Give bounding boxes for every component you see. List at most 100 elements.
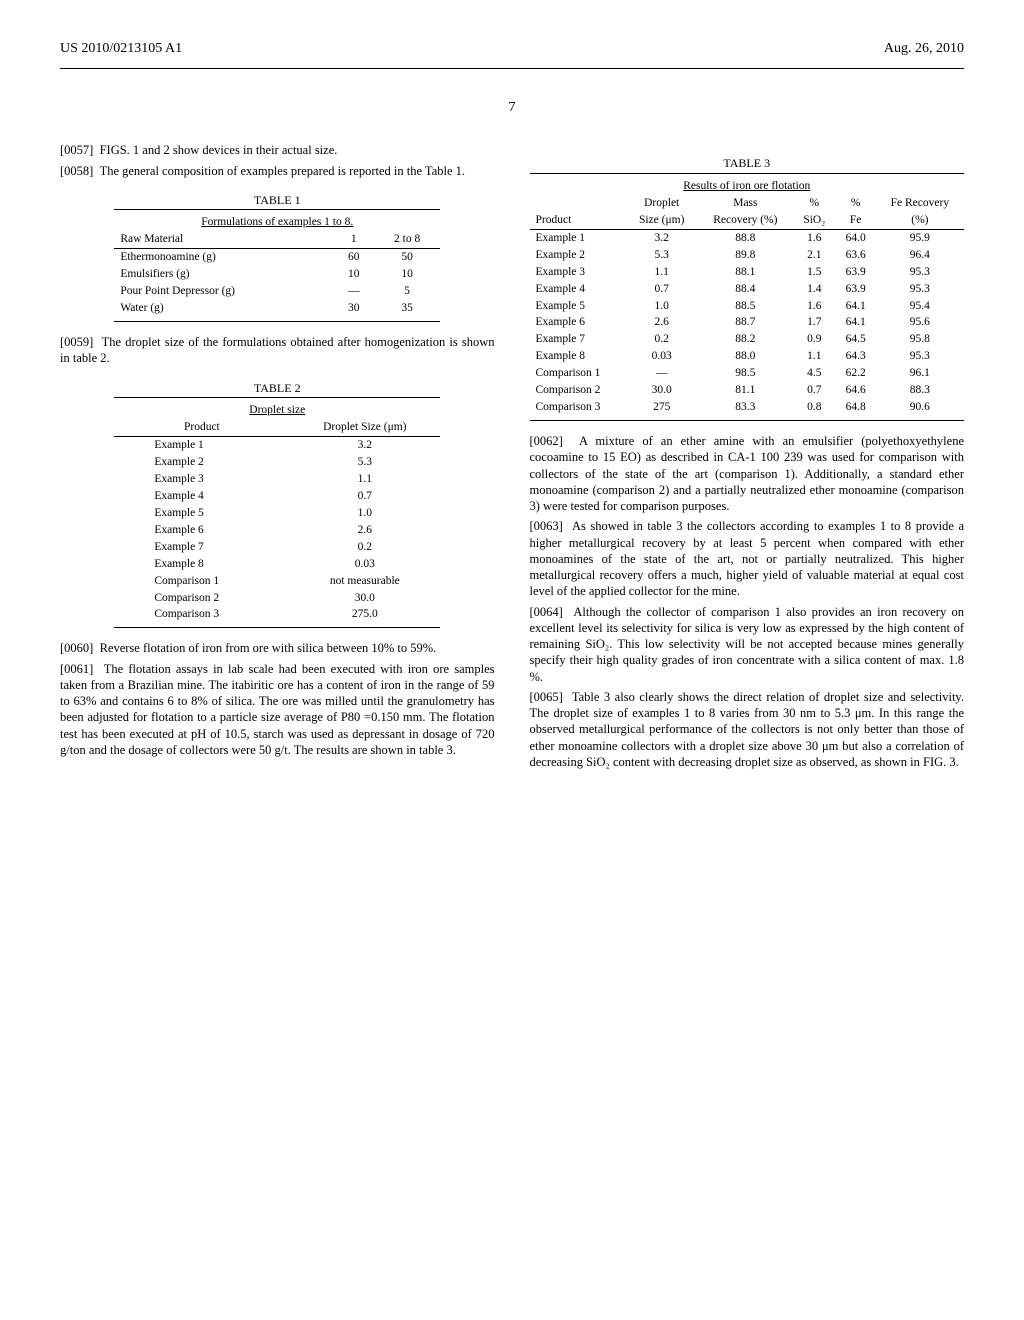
cell: 95.4 bbox=[876, 298, 964, 315]
th-fe-a: % bbox=[836, 195, 876, 212]
th-rec-b: (%) bbox=[876, 212, 964, 229]
cell: 0.7 bbox=[626, 281, 698, 298]
cell: 95.3 bbox=[876, 281, 964, 298]
cell: Example 3 bbox=[530, 264, 626, 281]
table-row: Ethermonoamine (g)6050 bbox=[114, 249, 440, 266]
cell: Example 3 bbox=[114, 471, 289, 488]
cell: not measurable bbox=[289, 573, 440, 590]
cell: Example 2 bbox=[530, 247, 626, 264]
cell: 0.7 bbox=[793, 382, 835, 399]
cell: Example 4 bbox=[114, 488, 289, 505]
page-header: US 2010/0213105 A1 Aug. 26, 2010 bbox=[60, 40, 964, 58]
cell: 88.3 bbox=[876, 382, 964, 399]
cell: 88.4 bbox=[698, 281, 793, 298]
cell: 30.0 bbox=[289, 590, 440, 607]
header-rule bbox=[60, 68, 964, 69]
para-num: [0061] bbox=[60, 662, 93, 676]
cell: 60 bbox=[333, 249, 374, 266]
cell: Comparison 1 bbox=[530, 365, 626, 382]
th-droplet-a: Droplet bbox=[626, 195, 698, 212]
cell: Example 4 bbox=[530, 281, 626, 298]
cell: 81.1 bbox=[698, 382, 793, 399]
table-row: Water (g)3035 bbox=[114, 300, 440, 317]
cell: Example 1 bbox=[114, 437, 289, 454]
table-row: Example 51.0 bbox=[114, 505, 440, 522]
cell: Example 8 bbox=[114, 556, 289, 573]
table-row: Example 62.6 bbox=[114, 522, 440, 539]
cell: Emulsifiers (g) bbox=[114, 266, 333, 283]
cell: Example 6 bbox=[530, 314, 626, 331]
th-droplet-b: Size (μm) bbox=[626, 212, 698, 229]
table-row: Comparison 327583.30.864.890.6 bbox=[530, 399, 965, 416]
cell: 62.2 bbox=[836, 365, 876, 382]
table-row: Comparison 3275.0 bbox=[114, 606, 440, 623]
para-num: [0060] bbox=[60, 641, 93, 655]
cell: 3.2 bbox=[626, 229, 698, 246]
patent-date: Aug. 26, 2010 bbox=[884, 40, 964, 58]
table-row: Example 40.7 bbox=[114, 488, 440, 505]
cell: 275 bbox=[626, 399, 698, 416]
table1-title: Formulations of examples 1 to 8. bbox=[114, 214, 440, 231]
th-fe-b: Fe bbox=[836, 212, 876, 229]
paragraph-60: [0060] Reverse flotation of iron from or… bbox=[60, 640, 495, 656]
paragraph-63: [0063] As showed in table 3 the collecto… bbox=[530, 518, 965, 599]
table3-caption: TABLE 3 bbox=[530, 156, 965, 172]
cell: 90.6 bbox=[876, 399, 964, 416]
table-1: Formulations of examples 1 to 8. Raw Mat… bbox=[114, 209, 440, 322]
cell: 88.0 bbox=[698, 348, 793, 365]
paragraph-58: [0058] The general composition of exampl… bbox=[60, 163, 495, 179]
content-columns: [0057] FIGS. 1 and 2 show devices in the… bbox=[60, 142, 964, 774]
cell: 0.8 bbox=[793, 399, 835, 416]
table3-title: Results of iron ore flotation bbox=[530, 178, 965, 195]
para-num: [0062] bbox=[530, 434, 563, 448]
table2-title: Droplet size bbox=[114, 402, 440, 419]
table-row: Example 13.288.81.664.095.9 bbox=[530, 229, 965, 246]
table2-header-size: Droplet Size (μm) bbox=[289, 419, 440, 436]
cell: 64.5 bbox=[836, 331, 876, 348]
paragraph-57: [0057] FIGS. 1 and 2 show devices in the… bbox=[60, 142, 495, 158]
cell: 0.2 bbox=[289, 539, 440, 556]
th-sio2-a: % bbox=[793, 195, 835, 212]
cell: Example 8 bbox=[530, 348, 626, 365]
patent-number: US 2010/0213105 A1 bbox=[60, 40, 182, 58]
cell: 96.1 bbox=[876, 365, 964, 382]
cell: Comparison 3 bbox=[530, 399, 626, 416]
table-row: Example 31.1 bbox=[114, 471, 440, 488]
cell: Example 7 bbox=[114, 539, 289, 556]
cell: 3.2 bbox=[289, 437, 440, 454]
th-product: Product bbox=[530, 212, 626, 229]
table-row: Example 25.3 bbox=[114, 454, 440, 471]
table1-caption: TABLE 1 bbox=[60, 193, 495, 209]
cell: 83.3 bbox=[698, 399, 793, 416]
cell: Example 5 bbox=[114, 505, 289, 522]
cell: 30.0 bbox=[626, 382, 698, 399]
cell: 5.3 bbox=[289, 454, 440, 471]
cell: — bbox=[333, 283, 374, 300]
table-2: Droplet size Product Droplet Size (μm) E… bbox=[114, 397, 440, 628]
cell: Example 6 bbox=[114, 522, 289, 539]
table1-header-raw: Raw Material bbox=[114, 231, 333, 248]
table-row: Example 80.0388.01.164.395.3 bbox=[530, 348, 965, 365]
para-num: [0058] bbox=[60, 164, 93, 178]
table-3: Results of iron ore flotation Droplet Ma… bbox=[530, 173, 965, 421]
cell: Example 5 bbox=[530, 298, 626, 315]
table-row: Comparison 230.081.10.764.688.3 bbox=[530, 382, 965, 399]
cell: 95.9 bbox=[876, 229, 964, 246]
cell: 5.3 bbox=[626, 247, 698, 264]
cell: 275.0 bbox=[289, 606, 440, 623]
cell: 1.0 bbox=[289, 505, 440, 522]
cell: Example 7 bbox=[530, 331, 626, 348]
table1-header-1: 1 bbox=[333, 231, 374, 248]
cell: 64.6 bbox=[836, 382, 876, 399]
right-column: TABLE 3 Results of iron ore flotation Dr… bbox=[530, 142, 965, 774]
cell: 1.6 bbox=[793, 298, 835, 315]
cell: 30 bbox=[333, 300, 374, 317]
table-row: Comparison 230.0 bbox=[114, 590, 440, 607]
left-column: [0057] FIGS. 1 and 2 show devices in the… bbox=[60, 142, 495, 774]
cell: 2.6 bbox=[626, 314, 698, 331]
cell: 1.1 bbox=[793, 348, 835, 365]
cell: Water (g) bbox=[114, 300, 333, 317]
cell: 63.6 bbox=[836, 247, 876, 264]
para-num: [0065] bbox=[530, 690, 563, 704]
cell: 64.8 bbox=[836, 399, 876, 416]
